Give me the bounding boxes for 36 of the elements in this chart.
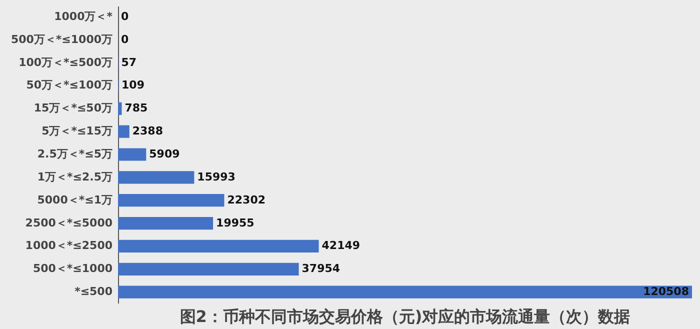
y-tick-label: 2500＜*≤5000 [25,216,113,230]
data-label: 120508 [643,285,689,298]
data-label: 109 [122,78,144,92]
data-label: 37954 [302,262,340,276]
bar [118,125,130,138]
data-label: 57 [121,56,137,69]
bar [118,171,194,184]
y-tick-label: 1000万＜* [54,10,113,23]
data-label: 42149 [322,239,360,252]
bar [118,240,319,253]
y-tick-label: 100万＜*≤500万 [18,56,112,69]
bar [118,102,122,115]
y-tick-label: 500万＜*≤1000万 [10,32,112,46]
y-tick-label: 5万＜*≤15万 [42,124,112,138]
bar [118,286,692,298]
data-label: 0 [121,10,129,23]
text: 图2：币种不同市场交易价格（元)对应的市场流通量（次）数据 [180,307,630,326]
y-tick-label: 15万＜*≤50万 [34,102,112,115]
y-tick-label: 500＜*≤1000 [32,262,113,276]
bar [118,194,224,207]
data-label: 5909 [149,148,180,160]
y-tick-label: 50万＜*≤100万 [26,78,112,92]
bar [118,148,146,161]
data-label: 2388 [132,124,163,138]
y-tick-label: 2.5万＜*≤5万 [37,148,112,160]
data-label: 22302 [227,193,266,206]
y-tick-label: *≤500 [74,285,113,298]
y-tick-label: 5000＜*≤1万 [37,193,112,206]
data-label: 0 [121,32,129,46]
y-tick-label: 1万＜*≤2.5万 [37,170,112,184]
data-label: 19955 [216,216,254,230]
data-label: 785 [124,102,148,115]
bar [118,216,214,230]
bar [118,262,299,276]
data-label: 15993 [197,170,236,184]
y-tick-label: 1000＜*≤2500 [25,239,113,252]
